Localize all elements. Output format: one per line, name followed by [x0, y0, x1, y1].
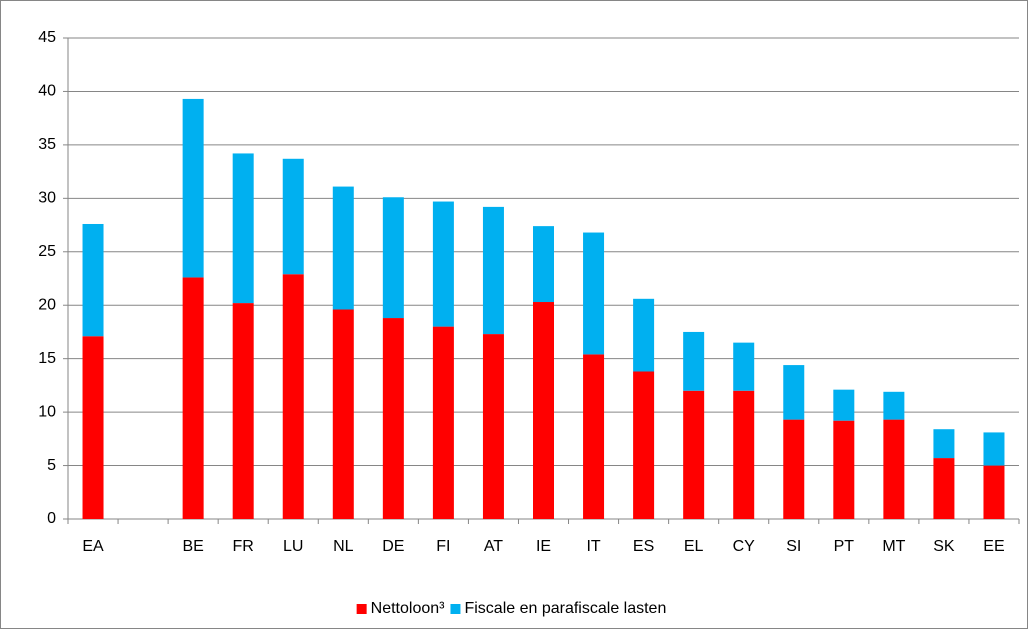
x-tick-label: AT [484, 538, 503, 555]
legend-label: Nettoloon³ [371, 600, 445, 617]
bar-segment [232, 303, 254, 519]
bar-segment [783, 365, 805, 420]
y-tick-label: 30 [38, 190, 56, 207]
bar-segment [332, 309, 354, 519]
x-tick-label: IE [536, 538, 551, 555]
legend-swatch [356, 604, 367, 614]
bar-segment [82, 223, 104, 337]
bar-segment [933, 458, 955, 519]
x-tick-label: FR [233, 538, 254, 555]
bar-segment [583, 354, 605, 519]
bar-segment [733, 390, 755, 519]
x-tick-label: EE [983, 538, 1004, 555]
bar-segment [933, 429, 955, 459]
y-tick-label: 0 [47, 510, 56, 527]
bar-segment [382, 197, 404, 319]
bar-segment [482, 206, 504, 335]
bar-segment [883, 419, 905, 519]
bar-segment [733, 342, 755, 391]
bar-segment [683, 390, 705, 519]
bar-segment [232, 153, 254, 304]
bar-segment [833, 420, 855, 519]
bar-segment [482, 334, 504, 519]
bar-segment [633, 298, 655, 372]
bar-segment [533, 226, 554, 303]
x-tick-label: EA [82, 538, 104, 555]
bar-segment [282, 158, 304, 275]
x-tick-label: MT [882, 538, 905, 555]
bar-segment [983, 432, 1005, 466]
bar-segment [282, 274, 304, 519]
x-tick-label: DE [382, 538, 404, 555]
bar-segment [332, 186, 354, 310]
y-tick-label: 40 [38, 83, 56, 100]
bar-segment [633, 371, 655, 519]
bar-segment [432, 201, 454, 327]
x-tick-label: EL [684, 538, 704, 555]
x-tick-label: LU [283, 538, 303, 555]
bar-segment [683, 331, 705, 391]
bar-segment [182, 277, 204, 519]
legend-label: Fiscale en parafiscale lasten [464, 600, 666, 617]
bar-segment [82, 336, 104, 519]
y-tick-label: 45 [38, 29, 56, 46]
legend-swatch [450, 604, 461, 614]
x-tick-label: NL [333, 538, 354, 555]
x-tick-label: IT [586, 538, 600, 555]
y-tick-label: 10 [38, 403, 56, 420]
bar-segment [583, 232, 605, 355]
bar-segment [432, 326, 454, 519]
bar-segment [833, 389, 855, 421]
y-tick-label: 15 [38, 350, 56, 367]
x-tick-label: FI [436, 538, 450, 555]
x-tick-label: BE [182, 538, 203, 555]
x-tick-label: SI [786, 538, 801, 555]
bar-segment [533, 302, 554, 519]
x-tick-label: ES [633, 538, 654, 555]
y-tick-label: 25 [38, 243, 56, 260]
x-tick-label: PT [834, 538, 855, 555]
bar-segment [783, 419, 805, 519]
bar-segment [983, 465, 1005, 519]
y-tick-label: 35 [38, 136, 56, 153]
bar-segment [182, 98, 204, 278]
bar-segment [883, 391, 905, 420]
x-tick-label: SK [933, 538, 955, 555]
x-tick-label: CY [733, 538, 756, 555]
y-tick-label: 5 [47, 457, 56, 474]
y-tick-label: 20 [38, 296, 56, 313]
bar-segment [382, 318, 404, 519]
